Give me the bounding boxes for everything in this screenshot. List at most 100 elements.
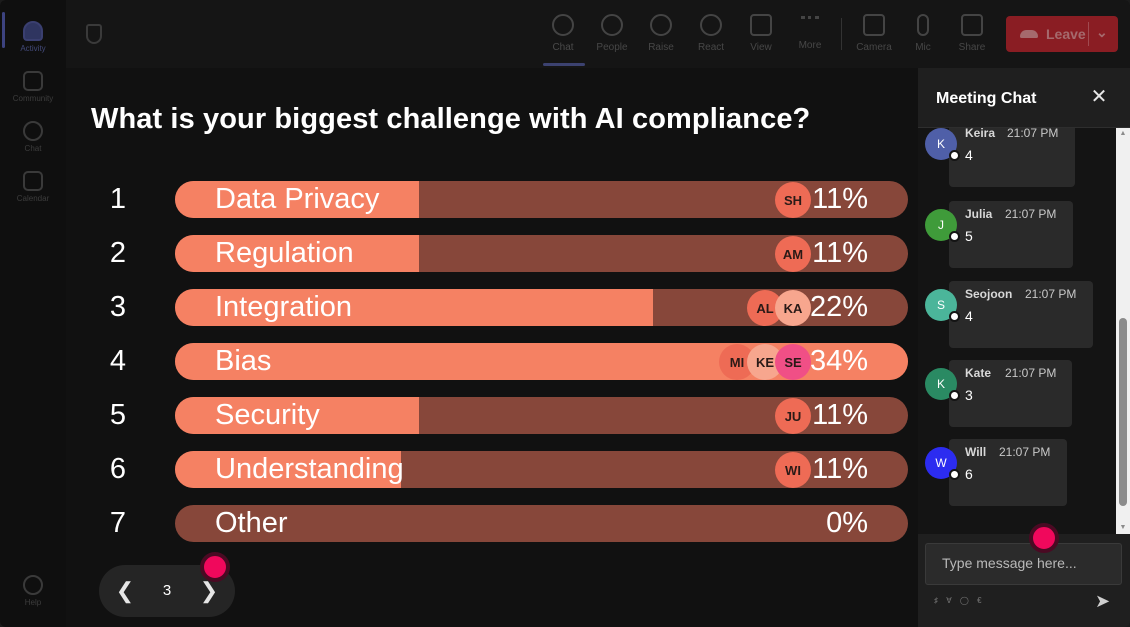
toolbar-share-button[interactable]: Share (949, 0, 995, 66)
voter-avatar: WI (775, 452, 811, 488)
rail-item-label: Help (24, 598, 42, 607)
shield-icon (86, 24, 102, 44)
message-text: 4 (965, 308, 973, 324)
message-text: 3 (965, 387, 973, 403)
toolbar-mic-button[interactable]: Mic (900, 0, 946, 66)
calendar-icon (23, 171, 43, 191)
phone-hangup-icon (1020, 30, 1038, 38)
option-bar-fill (175, 289, 653, 326)
toolbar-more-button[interactable]: More (787, 0, 833, 66)
meeting-toolbar: Chat People Raise React View More Camera (66, 0, 1130, 68)
option-percentage: 11% (812, 237, 868, 269)
option-number: 6 (109, 453, 127, 485)
poll-option-row: 7 Other 0% (66, 505, 918, 542)
toolbar-divider (841, 18, 842, 50)
chevron-down-icon[interactable]: ⌄ (1096, 24, 1108, 40)
leave-button[interactable]: Leave ⌄ (1006, 16, 1118, 52)
voter-avatar: AL (747, 290, 783, 326)
message-author: Kate (965, 366, 992, 380)
voter-avatar: AM (775, 236, 811, 272)
toolbar-button-label: Share (958, 41, 986, 53)
scroll-down-arrow[interactable]: ▼ (1119, 524, 1127, 531)
toolbar-camera-button[interactable]: Camera (851, 0, 897, 66)
chat-scrollbar[interactable]: ▲ ▼ (1116, 128, 1130, 534)
chat-title: Meeting Chat (936, 90, 1037, 107)
message-author: Seojoon (965, 287, 1013, 301)
leave-divider (1088, 22, 1089, 46)
chat-message-input[interactable]: Type message here... (925, 543, 1122, 585)
poll-option-row: 1 Data Privacy SH 11% (66, 181, 918, 218)
scroll-up-arrow[interactable]: ▲ (1119, 130, 1127, 137)
message-author: Julia (965, 207, 993, 221)
option-label: Security (215, 399, 320, 431)
presence-status-icon (949, 390, 960, 401)
rail-item-activity[interactable]: Activity (0, 12, 66, 62)
rail-item-label: Calendar (16, 194, 50, 203)
smiley-icon (700, 13, 722, 36)
avatar[interactable]: S (925, 289, 960, 322)
presence-status-icon (949, 231, 960, 242)
previous-page-button[interactable]: ❮ (115, 578, 135, 603)
toolbar-raise-button[interactable]: Raise (638, 0, 684, 66)
option-percentage: 11% (812, 183, 868, 215)
toolbar-react-button[interactable]: React (688, 0, 734, 66)
option-bar: Data Privacy SH 11% (175, 181, 908, 218)
rail-item-chat[interactable]: Chat (0, 112, 66, 162)
message-timestamp: 21:07 PM (1007, 128, 1059, 140)
presence-status-icon (949, 150, 960, 161)
community-icon (23, 71, 43, 91)
option-percentage: 34% (809, 345, 868, 377)
toolbar-view-button[interactable]: View (738, 0, 784, 66)
rail-item-calendar[interactable]: Calendar (0, 162, 66, 212)
option-bar-fill (175, 451, 401, 488)
option-number: 2 (109, 237, 127, 269)
toolbar-chat-button[interactable]: Chat (540, 0, 586, 66)
active-tab-indicator (543, 63, 585, 66)
poll-question: What is your biggest challenge with AI c… (91, 103, 811, 135)
avatar-initial: K (936, 137, 945, 151)
poll-option-row: 2 Regulation AM 11% (66, 235, 918, 272)
rail-item-community[interactable]: Community (0, 62, 66, 112)
option-label: Regulation (215, 237, 354, 269)
avatar[interactable]: K (925, 128, 960, 161)
more-icon (801, 15, 819, 24)
avatar[interactable]: W (925, 447, 960, 480)
option-percentage: 22% (809, 291, 868, 323)
toolbar-people-button[interactable]: People (589, 0, 635, 66)
option-number: 4 (109, 345, 127, 377)
avatar[interactable]: J (925, 209, 960, 242)
presence-status-icon (949, 469, 960, 480)
avatar[interactable]: K (925, 368, 960, 401)
rail-item-label: Chat (24, 144, 42, 153)
option-bar: Bias MI KE SE 34% (175, 343, 908, 380)
scroll-thumb[interactable] (1119, 318, 1127, 506)
next-page-button[interactable]: ❯ (199, 578, 219, 603)
page-number: 3 (162, 582, 172, 599)
poll-option-row: 5 Security JU 11% (66, 397, 918, 434)
message-text: 5 (965, 228, 973, 244)
toolbar-button-label: React (697, 41, 725, 53)
rail-item-help[interactable]: Help (0, 566, 66, 616)
toolbar-button-label: View (750, 41, 772, 53)
option-label: Data Privacy (215, 183, 380, 215)
meeting-chat-panel: Meeting Chat ✕ Keira 21:07 PM 4 K Julia 21:07… (918, 68, 1130, 627)
voter-avatar: SE (775, 344, 811, 380)
option-bar: Security JU 11% (175, 397, 908, 434)
option-label: Understanding (215, 453, 404, 485)
option-number: 1 (109, 183, 127, 215)
help-icon (23, 575, 43, 595)
chat-divider (918, 127, 1130, 128)
avatar-initial: S (936, 298, 945, 312)
send-icon[interactable]: ➤ (1095, 591, 1111, 611)
mic-icon (917, 13, 929, 36)
option-percentage: 0% (826, 507, 868, 539)
close-icon[interactable]: ✕ (1090, 86, 1108, 108)
chat-icon (23, 121, 43, 141)
avatar-initial: W (935, 456, 947, 470)
option-label: Other (215, 507, 288, 539)
toolbar-button-label: Mic (915, 41, 931, 53)
chat-format-tools[interactable]: ♯ ∀ ◯ € (934, 596, 985, 605)
voter-avatar: JU (775, 398, 811, 434)
toolbar-button-label: Raise (648, 41, 674, 53)
poll-option-row: 3 Integration AL KA 22% (66, 289, 918, 326)
